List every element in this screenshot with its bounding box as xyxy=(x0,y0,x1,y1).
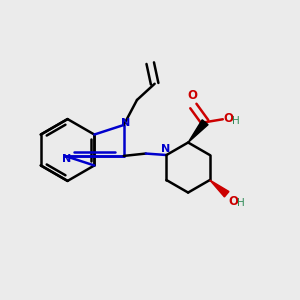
Polygon shape xyxy=(188,120,208,142)
Text: O: O xyxy=(228,195,238,208)
Polygon shape xyxy=(210,180,229,197)
Text: H: H xyxy=(232,116,239,126)
Text: N: N xyxy=(161,143,170,154)
Text: N: N xyxy=(62,154,71,164)
Text: O: O xyxy=(188,89,197,102)
Text: N: N xyxy=(121,118,130,128)
Text: H: H xyxy=(237,198,244,208)
Text: O: O xyxy=(223,112,233,125)
